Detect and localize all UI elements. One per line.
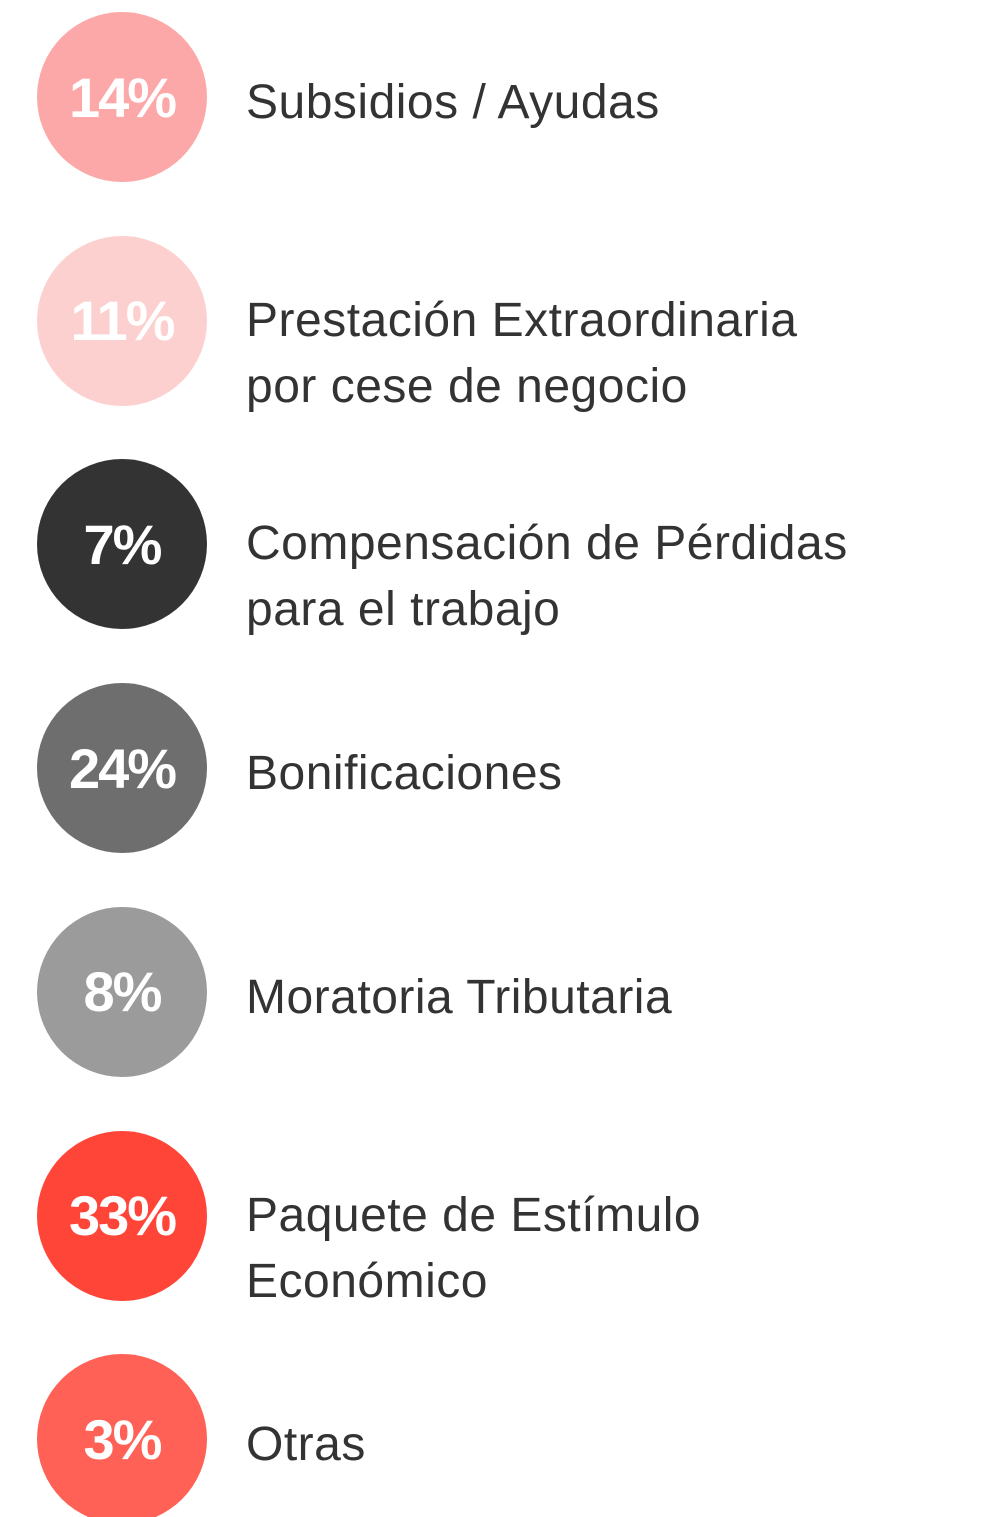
category-label: Prestación Extraordinaria por cese de ne… — [246, 293, 798, 413]
percent-circle: 14% — [37, 12, 207, 182]
category-label: Compensación de Pérdidas para el trabajo — [246, 517, 848, 637]
percent-label: 14% — [68, 65, 177, 129]
percent-label: 7% — [83, 512, 163, 576]
percent-circle: 7% — [37, 459, 207, 630]
percent-circle: 8% — [37, 906, 207, 1077]
percent-label: 11% — [70, 289, 176, 353]
percent-label: 3% — [83, 1407, 163, 1471]
percent-circle: 3% — [37, 1354, 207, 1517]
percent-label: 33% — [68, 1184, 177, 1247]
percent-label: 24% — [68, 736, 177, 800]
category-label: Paquete de Estímulo Económico — [246, 1188, 702, 1308]
percent-circle: 33% — [37, 1130, 207, 1301]
category-label: Moratoria Tributaria — [246, 970, 673, 1024]
percent-circle: 11% — [37, 235, 207, 406]
category-label: Otras — [246, 1418, 366, 1472]
category-label: Bonificaciones — [246, 747, 563, 801]
percent-circle: 24% — [37, 683, 207, 854]
percent-label: 8% — [83, 960, 163, 1024]
category-label: Subsidios / Ayudas — [246, 76, 660, 129]
